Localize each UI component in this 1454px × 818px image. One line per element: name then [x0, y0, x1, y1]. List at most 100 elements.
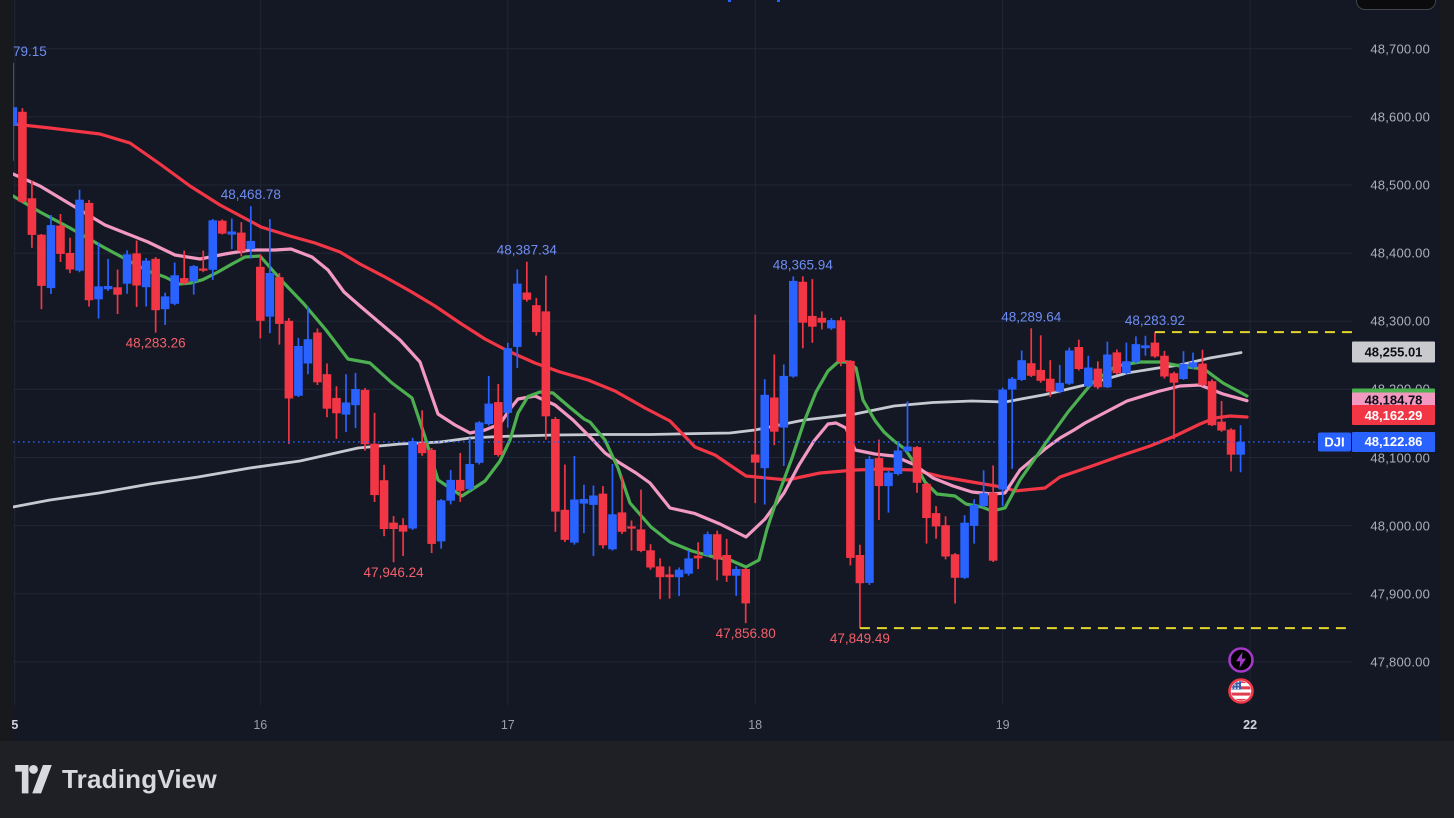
candle-up[interactable] — [94, 286, 103, 300]
candle-up[interactable] — [1084, 367, 1093, 387]
candle-down[interactable] — [846, 360, 855, 558]
candle-down[interactable] — [922, 483, 931, 518]
candle-down[interactable] — [1036, 369, 1046, 381]
candle-up[interactable] — [341, 402, 351, 415]
candle-down[interactable] — [1150, 342, 1160, 357]
candle-down[interactable] — [37, 234, 46, 286]
candle-up[interactable] — [246, 240, 256, 250]
candle-down[interactable] — [941, 525, 950, 557]
candle-down[interactable] — [712, 534, 722, 560]
candle-down[interactable] — [931, 513, 941, 527]
candle-down[interactable] — [179, 278, 189, 284]
candle-down[interactable] — [617, 512, 627, 532]
candle-down[interactable] — [493, 402, 503, 455]
candle-down[interactable] — [256, 266, 265, 321]
candle-down[interactable] — [417, 442, 427, 454]
candle-up[interactable] — [122, 254, 132, 284]
ma-red-tag[interactable]: 48,162.29 — [1352, 405, 1435, 425]
candle-up[interactable] — [703, 534, 712, 555]
candle-down[interactable] — [389, 522, 398, 529]
candle-up[interactable] — [788, 280, 798, 377]
last-price-tag[interactable]: 48,122.86 — [1352, 431, 1435, 452]
candle-down[interactable] — [522, 292, 532, 300]
candle-down[interactable] — [1045, 378, 1055, 392]
candle-down[interactable] — [551, 419, 560, 512]
candle-up[interactable] — [893, 450, 903, 475]
candle-up[interactable] — [998, 389, 1007, 490]
candle-down[interactable] — [836, 320, 846, 362]
candle-down[interactable] — [284, 320, 294, 399]
candle-up[interactable] — [570, 499, 579, 543]
candle-up[interactable] — [960, 522, 969, 578]
candle-down[interactable] — [665, 574, 674, 578]
candle-up[interactable] — [1055, 382, 1065, 392]
candle-down[interactable] — [855, 555, 865, 584]
candle-up[interactable] — [303, 339, 313, 364]
candle-down[interactable] — [636, 529, 646, 551]
candle-up[interactable] — [731, 569, 741, 576]
ma-white-tag[interactable]: 48,255.01 — [1352, 341, 1435, 363]
candle-down[interactable] — [646, 550, 655, 568]
candle-down[interactable] — [1112, 352, 1122, 374]
candle-down[interactable] — [151, 258, 160, 311]
candle-up[interactable] — [969, 505, 979, 526]
candle-up[interactable] — [1064, 350, 1074, 384]
candle-down[interactable] — [1169, 373, 1179, 383]
candle-up[interactable] — [513, 283, 522, 347]
candle-down[interactable] — [237, 232, 246, 252]
candle-up[interactable] — [1179, 364, 1188, 379]
candle-up[interactable] — [674, 569, 684, 578]
candle-down[interactable] — [532, 305, 541, 333]
candle-up[interactable] — [608, 514, 617, 550]
time-tick-label[interactable]: 22 — [1243, 718, 1258, 732]
candle-down[interactable] — [379, 480, 389, 529]
candle-down[interactable] — [455, 479, 465, 491]
candle-up[interactable] — [903, 446, 912, 452]
candle-up[interactable] — [436, 500, 446, 542]
candle-up[interactable] — [1103, 354, 1112, 388]
candle-down[interactable] — [741, 569, 751, 604]
candle-up[interactable] — [446, 479, 455, 501]
candle-down[interactable] — [627, 526, 636, 529]
candle-up[interactable] — [979, 493, 988, 506]
candle-down[interactable] — [217, 220, 227, 234]
candle-down[interactable] — [1226, 429, 1236, 455]
candle-up[interactable] — [160, 296, 170, 310]
price-chart[interactable]: 79.15 48,283.26 48,468.78 48,387.34 47,946.2… — [0, 0, 1454, 741]
candle-up[interactable] — [1017, 360, 1026, 380]
candle-down[interactable] — [132, 253, 141, 286]
candle-up[interactable] — [103, 286, 113, 290]
candle-down[interactable] — [722, 555, 731, 576]
candle-down[interactable] — [427, 449, 436, 544]
candle-up[interactable] — [227, 231, 237, 235]
candle-up[interactable] — [208, 220, 218, 270]
candle-down[interactable] — [817, 317, 827, 323]
candle-down[interactable] — [1160, 355, 1169, 377]
candle-down[interactable] — [950, 554, 960, 578]
time-axis[interactable]: 5 16 17 18 19 22 — [0, 710, 1454, 741]
time-tick-label[interactable]: 18 — [748, 718, 763, 732]
candle-up[interactable] — [1236, 441, 1245, 455]
candle-down[interactable] — [798, 281, 808, 323]
candle-down[interactable] — [808, 315, 817, 327]
candle-up[interactable] — [684, 558, 693, 574]
candle-down[interactable] — [113, 287, 122, 295]
candle-up[interactable] — [1188, 362, 1198, 368]
candle-down[interactable] — [18, 111, 27, 202]
candle-up[interactable] — [1122, 361, 1131, 374]
candle-up[interactable] — [189, 266, 199, 282]
candle-down[interactable] — [988, 492, 998, 561]
time-tick-label[interactable]: 16 — [253, 718, 268, 732]
candle-down[interactable] — [1026, 363, 1036, 376]
candle-down[interactable] — [874, 458, 884, 487]
candle-up[interactable] — [141, 260, 151, 288]
candle-up[interactable] — [484, 403, 494, 425]
candle-down[interactable] — [198, 268, 208, 271]
candle-down[interactable] — [1198, 363, 1207, 385]
candle-down[interactable] — [1074, 347, 1084, 369]
time-tick-label[interactable]: 19 — [995, 718, 1010, 732]
candle-down[interactable] — [1207, 381, 1217, 426]
candle-up[interactable] — [503, 348, 513, 413]
candle-down[interactable] — [1093, 368, 1103, 388]
candle-down[interactable] — [655, 566, 665, 578]
